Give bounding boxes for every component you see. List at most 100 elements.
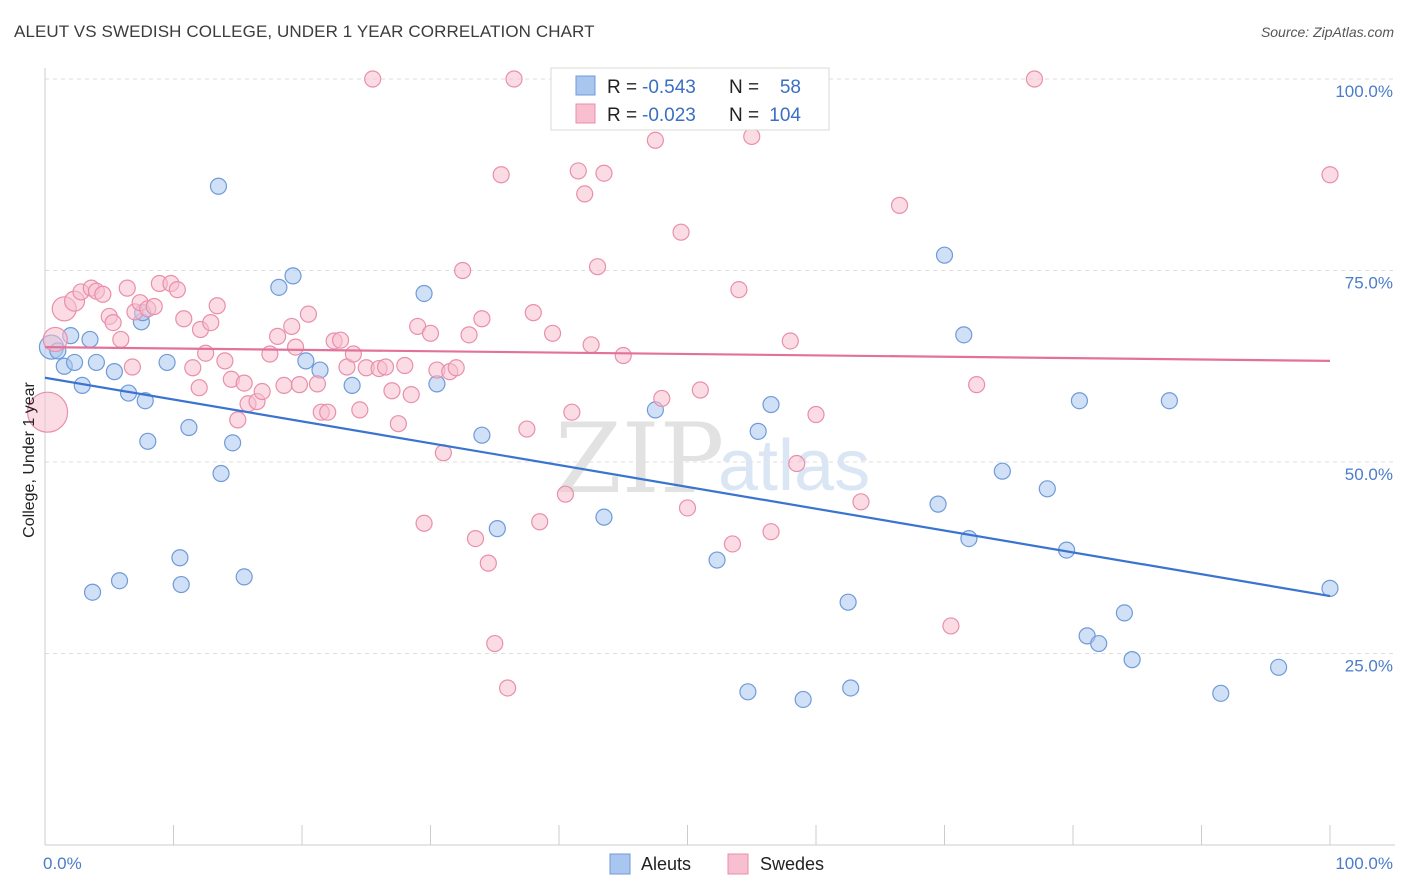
trend-lines [44,346,1331,598]
bottom-legend-label-0: Aleuts [641,854,691,874]
point-aleuts-22 [235,568,253,586]
point-swedes-56 [415,514,433,532]
point-aleuts-55 [1269,658,1288,676]
legend-n-value-1: 104 [769,105,801,126]
point-swedes-36 [286,338,305,356]
point-swedes-48 [364,70,382,88]
axes [44,68,1395,846]
point-swedes-62 [454,261,472,280]
point-swedes-88 [691,381,709,399]
point-swedes-98 [942,617,960,635]
point-swedes-24 [208,297,226,315]
point-swedes-64 [466,529,485,548]
bottom-legend-swatch-0 [609,853,631,875]
watermark: ZIP atlas [555,403,870,515]
point-aleuts-14 [139,432,157,450]
y-axis-title: College, Under 1 year [21,382,38,538]
point-swedes-50 [376,358,395,376]
point-swedes-66 [479,554,497,572]
point-swedes-73 [531,513,549,531]
trend-line-aleuts [44,376,1331,598]
x-tick-label-1: 100.0% [1335,854,1393,873]
point-aleuts-19 [209,177,228,195]
point-aleuts-23 [270,278,288,296]
point-swedes-31 [253,382,271,401]
point-swedes-102 [123,358,141,376]
point-swedes-89 [723,535,742,553]
legend-n-label-1: N = [729,105,759,126]
point-swedes-22 [197,344,215,362]
legend-swatch-0 [575,75,596,96]
point-aleuts-12 [136,392,154,410]
point-swedes-34 [275,376,293,394]
point-swedes-20 [184,359,202,377]
point-swedes-38 [299,305,318,323]
point-swedes-101 [1321,166,1339,184]
point-swedes-15 [145,297,163,316]
point-aleuts-36 [749,422,767,440]
point-swedes-84 [646,131,664,149]
point-swedes-92 [762,523,780,541]
point-aleuts-24 [284,267,302,285]
point-swedes-70 [505,70,523,88]
point-swedes-91 [743,127,761,146]
point-swedes-82 [614,346,632,365]
point-swedes-0 [26,391,69,433]
point-swedes-45 [344,345,362,363]
legend-n-value-0: 58 [780,77,801,98]
point-aleuts-56 [1321,579,1339,597]
point-aleuts-31 [488,520,506,538]
point-aleuts-27 [343,376,361,394]
point-swedes-99 [968,376,986,394]
point-aleuts-18 [180,418,198,437]
x-tick-label-0: 0.0% [43,854,82,873]
point-swedes-90 [730,281,748,299]
legend: R = -0.543 N = 58 R = -0.023 N = 104 [550,67,830,131]
point-swedes-53 [396,356,414,375]
point-swedes-76 [563,403,581,421]
point-aleuts-38 [794,690,812,709]
point-aleuts-51 [1115,604,1134,622]
legend-r-value-1: -0.023 [642,105,696,126]
point-swedes-80 [588,258,607,276]
point-aleuts-42 [935,246,954,264]
point-swedes-18 [168,281,186,299]
point-swedes-19 [175,310,193,328]
point-swedes-63 [460,326,478,344]
point-swedes-57 [421,324,440,342]
bottom-legend-label-1: Swedes [760,854,824,874]
point-swedes-93 [781,332,799,350]
point-aleuts-28 [415,284,433,303]
point-aleuts-7 [87,353,106,372]
legend-r-value-0: -0.543 [642,77,696,98]
point-swedes-46 [351,401,369,419]
point-swedes-97 [890,196,909,214]
point-swedes-43 [331,331,350,349]
watermark-zip: ZIP [555,403,724,515]
point-swedes-61 [447,359,465,377]
point-aleuts-52 [1123,651,1141,669]
point-swedes-54 [402,385,420,404]
point-aleuts-6 [81,330,99,349]
point-aleuts-46 [1038,480,1056,498]
point-swedes-23 [202,313,220,332]
bottom-legend: Aleuts Swedes [609,853,824,875]
point-swedes-28 [235,374,253,392]
point-aleuts-21 [224,434,242,452]
point-swedes-69 [499,679,517,697]
point-aleuts-41 [929,495,947,513]
point-aleuts-34 [708,551,726,569]
point-swedes-67 [486,634,504,653]
point-swedes-103 [190,379,208,397]
point-swedes-75 [556,485,575,503]
point-swedes-33 [268,327,287,345]
point-aleuts-4 [65,353,84,372]
y-tick-label-2: 75.0% [1345,274,1393,293]
point-swedes-9 [104,313,122,332]
data-points [26,70,1339,709]
point-swedes-72 [524,304,542,322]
point-aleuts-15 [158,353,176,372]
legend-r-label-0: R = [607,77,637,98]
point-swedes-94 [788,454,806,473]
